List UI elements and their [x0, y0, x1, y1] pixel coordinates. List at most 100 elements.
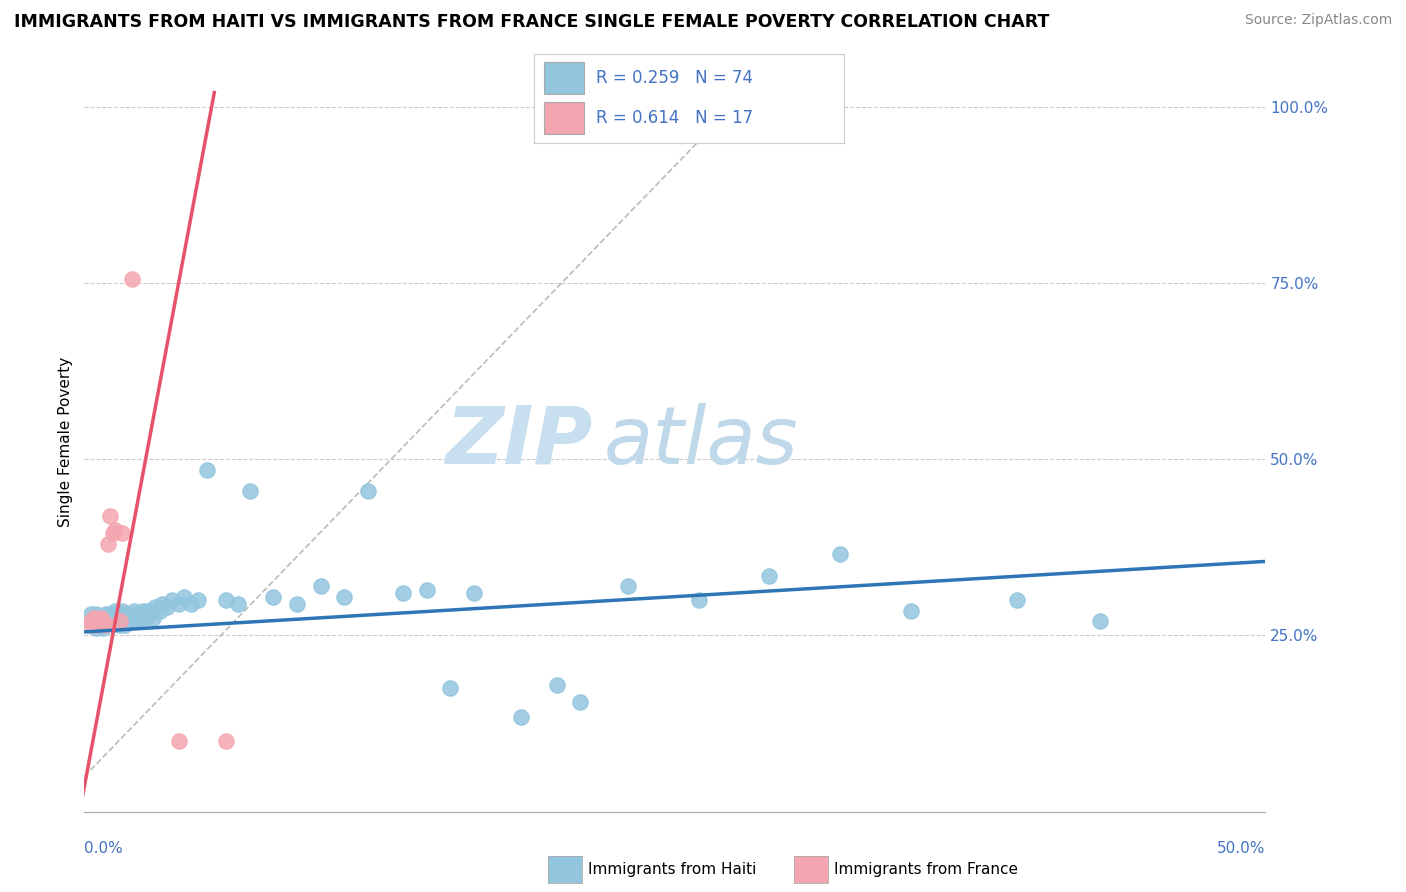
Point	[142, 611, 165, 625]
Point	[107, 607, 129, 622]
Point	[546, 678, 568, 692]
Point	[180, 597, 202, 611]
Point	[239, 483, 262, 498]
Point	[167, 597, 190, 611]
Point	[104, 523, 127, 537]
Point	[616, 579, 638, 593]
Point	[900, 604, 922, 618]
Text: Immigrants from France: Immigrants from France	[834, 863, 1018, 877]
Point	[262, 590, 284, 604]
Point	[114, 618, 136, 632]
Point	[83, 615, 105, 629]
Point	[90, 618, 112, 632]
Text: Source: ZipAtlas.com: Source: ZipAtlas.com	[1244, 13, 1392, 28]
Text: 0.0%: 0.0%	[84, 841, 124, 856]
Point	[87, 611, 110, 625]
Point	[111, 615, 134, 629]
Point	[136, 604, 159, 618]
Point	[1088, 615, 1111, 629]
Point	[101, 611, 124, 625]
Point	[416, 582, 439, 597]
Point	[226, 597, 249, 611]
Point	[195, 463, 218, 477]
Text: R = 0.259   N = 74: R = 0.259 N = 74	[596, 69, 754, 87]
Point	[830, 547, 852, 561]
Point	[173, 590, 195, 604]
Point	[187, 593, 209, 607]
Point	[143, 600, 166, 615]
Point	[121, 615, 143, 629]
Point	[111, 526, 134, 541]
Point	[111, 604, 134, 618]
Point	[150, 597, 173, 611]
Point	[98, 615, 121, 629]
Point	[108, 611, 131, 625]
Point	[101, 526, 124, 541]
Point	[128, 607, 150, 622]
Point	[121, 272, 143, 286]
Point	[107, 615, 129, 629]
Text: Immigrants from Haiti: Immigrants from Haiti	[588, 863, 756, 877]
Point	[90, 615, 112, 629]
Point	[87, 615, 110, 629]
Point	[122, 604, 145, 618]
Point	[83, 618, 105, 632]
Text: atlas: atlas	[605, 402, 799, 481]
Point	[392, 586, 415, 600]
Point	[118, 611, 141, 625]
Point	[129, 611, 152, 625]
Point	[569, 695, 592, 709]
Point	[688, 593, 710, 607]
Point	[439, 681, 461, 696]
FancyBboxPatch shape	[544, 102, 583, 134]
Point	[77, 615, 100, 629]
Point	[135, 611, 157, 625]
Point	[83, 611, 105, 625]
FancyBboxPatch shape	[544, 62, 583, 94]
Point	[94, 615, 117, 629]
Point	[84, 607, 107, 622]
Point	[1007, 593, 1029, 607]
Point	[285, 597, 308, 611]
Text: R = 0.614   N = 17: R = 0.614 N = 17	[596, 109, 754, 127]
Text: 50.0%: 50.0%	[1218, 841, 1265, 856]
Point	[98, 508, 121, 523]
Point	[77, 618, 100, 632]
Point	[108, 615, 131, 629]
Point	[101, 618, 124, 632]
Point	[125, 615, 148, 629]
Point	[149, 604, 172, 618]
Point	[115, 607, 138, 622]
Point	[510, 709, 533, 723]
Point	[104, 615, 127, 629]
Point	[215, 593, 238, 607]
Point	[97, 618, 120, 632]
Point	[357, 483, 380, 498]
Point	[90, 611, 112, 625]
Point	[104, 604, 127, 618]
Point	[167, 734, 190, 748]
Point	[160, 593, 183, 607]
Y-axis label: Single Female Poverty: Single Female Poverty	[58, 357, 73, 526]
Point	[309, 579, 332, 593]
Point	[333, 590, 356, 604]
Point	[94, 607, 117, 622]
Point	[97, 537, 120, 551]
Point	[84, 618, 107, 632]
Text: ZIP: ZIP	[444, 402, 592, 481]
Point	[91, 611, 114, 625]
Point	[84, 621, 107, 635]
Point	[215, 734, 238, 748]
Point	[80, 607, 103, 622]
Point	[108, 618, 131, 632]
Point	[91, 621, 114, 635]
Point	[758, 568, 780, 582]
Point	[156, 600, 179, 615]
Point	[80, 615, 103, 629]
Point	[98, 607, 121, 622]
Point	[139, 607, 162, 622]
Point	[115, 615, 138, 629]
Point	[132, 604, 155, 618]
Point	[463, 586, 485, 600]
Point	[97, 611, 120, 625]
